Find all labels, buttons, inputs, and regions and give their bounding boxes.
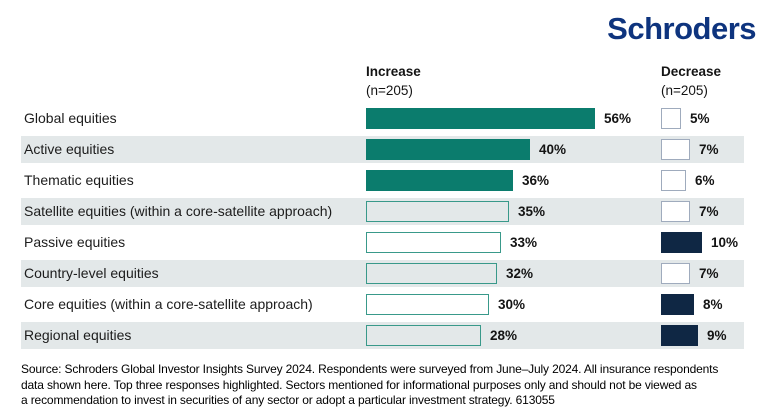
- increase-value: 35%: [518, 204, 546, 219]
- row-stripe: [21, 260, 744, 287]
- decrease-value: 7%: [699, 142, 719, 157]
- increase-bar: [366, 325, 481, 346]
- chart-rows: Global equities 56% 5% Active equities 40% 7%…: [0, 103, 770, 351]
- increase-header-label: Increase: [366, 64, 421, 79]
- row-label: Thematic equities: [24, 172, 134, 188]
- decrease-header-sample-size: (n=205): [661, 83, 708, 98]
- decrease-bar: [661, 108, 681, 129]
- decrease-bar: [661, 263, 690, 284]
- increase-column-header: Increase (n=205): [366, 62, 421, 100]
- table-row: Regional equities 28% 9%: [0, 320, 770, 351]
- decrease-value: 10%: [711, 235, 739, 250]
- decrease-value: 9%: [707, 328, 727, 343]
- decrease-bar: [661, 325, 698, 346]
- increase-bar: [366, 263, 497, 284]
- increase-header-sample-size: (n=205): [366, 83, 413, 98]
- table-row: Passive equities 33% 10%: [0, 227, 770, 258]
- increase-value: 56%: [604, 111, 632, 126]
- row-label: Active equities: [24, 141, 115, 157]
- source-note-line: data shown here. Top three responses hig…: [21, 377, 697, 392]
- row-label: Satellite equities (within a core-satell…: [24, 203, 333, 219]
- source-note-line: Source: Schroders Global Investor Insigh…: [21, 362, 719, 376]
- decrease-bar: [661, 139, 690, 160]
- row-label: Country-level equities: [24, 265, 159, 281]
- decrease-bar: [661, 170, 686, 191]
- decrease-bar: [661, 294, 694, 315]
- increase-value: 28%: [490, 328, 518, 343]
- increase-value: 40%: [539, 142, 567, 157]
- increase-value: 30%: [498, 297, 526, 312]
- row-label: Core equities (within a core-satellite a…: [24, 296, 313, 312]
- increase-bar: [366, 201, 509, 222]
- row-label: Regional equities: [24, 327, 132, 343]
- table-row: Core equities (within a core-satellite a…: [0, 289, 770, 320]
- row-label: Global equities: [24, 110, 117, 126]
- increase-value: 32%: [506, 266, 534, 281]
- logo-text-end: ders: [692, 11, 757, 46]
- table-row: Active equities 40% 7%: [0, 134, 770, 165]
- row-label: Passive equities: [24, 234, 126, 250]
- row-stripe: [21, 322, 744, 349]
- table-row: Satellite equities (within a core-satell…: [0, 196, 770, 227]
- schroders-logo: Schroders: [607, 11, 756, 47]
- increase-bar: [366, 232, 501, 253]
- logo-text-start: Schr: [607, 11, 675, 46]
- source-note: Source: Schroders Global Investor Insigh…: [21, 362, 763, 409]
- decrease-value: 5%: [690, 111, 710, 126]
- table-row: Thematic equities 36% 6%: [0, 165, 770, 196]
- decrease-header-label: Decrease: [661, 64, 722, 79]
- increase-bar: [366, 139, 530, 160]
- decrease-value: 7%: [699, 204, 719, 219]
- increase-value: 36%: [522, 173, 550, 188]
- increase-value: 33%: [510, 235, 538, 250]
- table-row: Global equities 56% 5%: [0, 103, 770, 134]
- row-stripe: [21, 198, 744, 225]
- table-row: Country-level equities 32% 7%: [0, 258, 770, 289]
- source-note-line: a recommendation to invest in securities…: [21, 393, 555, 407]
- decrease-bar: [661, 232, 702, 253]
- decrease-column-header: Decrease (n=205): [661, 62, 721, 100]
- increase-bar: [366, 170, 513, 191]
- increase-bar: [366, 294, 489, 315]
- increase-bar: [366, 108, 595, 129]
- decrease-value: 7%: [699, 266, 719, 281]
- decrease-bar: [661, 201, 690, 222]
- decrease-value: 6%: [695, 173, 715, 188]
- logo-stencil-o: o: [674, 11, 693, 46]
- decrease-value: 8%: [703, 297, 723, 312]
